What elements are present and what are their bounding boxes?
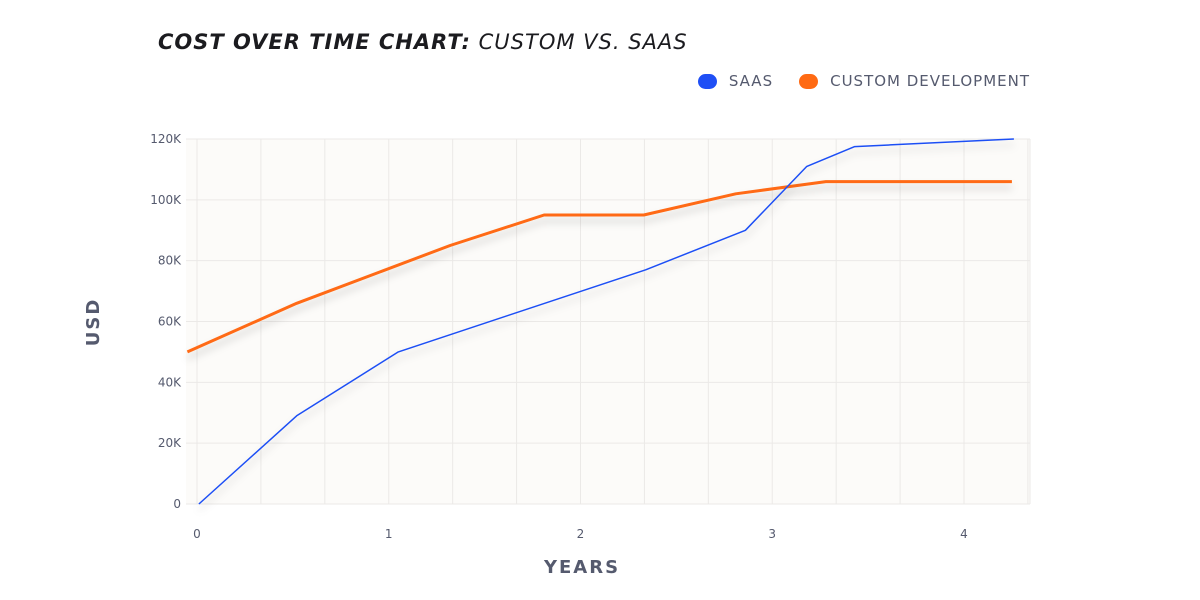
chart-title-bold: COST OVER TIME CHART:: [158, 30, 471, 54]
data-point-custom-development[interactable]: [183, 348, 191, 356]
y-axis-label: USD: [83, 298, 104, 347]
x-tick-label: 1: [385, 527, 393, 541]
series-line-saas: [198, 138, 1014, 505]
data-point-saas[interactable]: [1010, 135, 1018, 143]
legend-swatch-custom: [799, 73, 819, 89]
chart-title-rest: CUSTOM VS. SAAS: [470, 30, 688, 54]
data-point-saas[interactable]: [642, 266, 650, 274]
legend-item-saas[interactable]: SAAS: [697, 72, 774, 90]
y-tick-label: 80K: [158, 254, 182, 268]
x-tick-label: 4: [960, 527, 968, 541]
data-point-saas[interactable]: [293, 412, 301, 420]
x-tick-label: 2: [577, 527, 585, 541]
y-tick-label: 20K: [158, 436, 182, 450]
data-point-custom-development[interactable]: [293, 299, 301, 307]
data-point-custom-development[interactable]: [732, 190, 740, 198]
chart-title: COST OVER TIME CHART: CUSTOM VS. SAAS: [158, 30, 688, 54]
data-point-custom-development[interactable]: [540, 211, 548, 219]
data-point-custom-development[interactable]: [446, 241, 454, 249]
data-point-saas[interactable]: [394, 348, 402, 356]
data-point-saas[interactable]: [195, 500, 203, 508]
y-tick-label: 100K: [150, 193, 182, 207]
data-point-saas[interactable]: [851, 143, 859, 151]
legend: SAAS CUSTOM DEVELOPMENT: [697, 72, 1030, 90]
x-tick-label: 0: [193, 527, 201, 541]
y-tick-label: 40K: [158, 375, 182, 389]
legend-label-custom: CUSTOM DEVELOPMENT: [830, 72, 1030, 90]
y-tick-label: 0: [173, 497, 181, 511]
x-axis-label: YEARS: [543, 557, 620, 578]
data-point-custom-development[interactable]: [640, 211, 648, 219]
data-point-saas[interactable]: [741, 226, 749, 234]
data-point-saas[interactable]: [803, 162, 811, 170]
series-line-custom-development: [186, 180, 1012, 354]
legend-item-custom[interactable]: CUSTOM DEVELOPMENT: [799, 72, 1030, 90]
y-tick-label: 60K: [158, 315, 182, 329]
legend-label-saas: SAAS: [728, 72, 774, 90]
y-tick-label: 120K: [150, 132, 182, 146]
data-point-custom-development[interactable]: [822, 178, 830, 186]
x-tick-label: 3: [768, 527, 776, 541]
data-point-custom-development[interactable]: [1008, 178, 1016, 186]
legend-swatch-saas: [697, 73, 717, 89]
